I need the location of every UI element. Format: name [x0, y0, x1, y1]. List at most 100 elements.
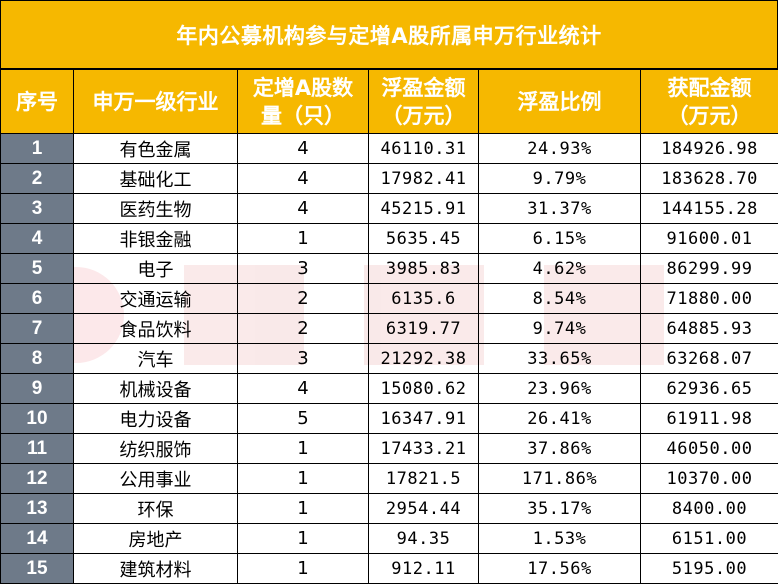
- header-index: 序号: [0, 69, 74, 134]
- industry-cell: 公用事业: [73, 463, 238, 494]
- ratio-cell: 35.17%: [478, 493, 641, 524]
- gain-cell: 6319.77: [368, 313, 479, 344]
- allocation-cell: 10370.00: [640, 463, 778, 494]
- allocation-cell: 6151.00: [640, 523, 778, 554]
- allocation-cell: 5195.00: [640, 553, 778, 584]
- row-index: 4: [0, 223, 74, 254]
- ratio-cell: 6.15%: [478, 223, 641, 254]
- row-index: 6: [0, 283, 74, 314]
- gain-cell: 17982.41: [368, 163, 479, 194]
- table-row: 2 基础化工 4 17982.41 9.79% 183628.70: [0, 163, 778, 194]
- industry-cell: 有色金属: [73, 133, 238, 164]
- header-ratio: 浮盈比例: [478, 69, 641, 134]
- gain-cell: 6135.6: [368, 283, 479, 314]
- header-allocation: 获配金额 （万元）: [640, 69, 778, 134]
- count-cell: 1: [237, 433, 369, 464]
- row-index: 8: [0, 343, 74, 374]
- table-row: 13 环保 1 2954.44 35.17% 8400.00: [0, 493, 778, 524]
- ratio-cell: 171.86%: [478, 463, 641, 494]
- table-row: 3 医药生物 4 45215.91 31.37% 144155.28: [0, 193, 778, 224]
- industry-cell: 非银金融: [73, 223, 238, 254]
- count-cell: 3: [237, 253, 369, 284]
- count-cell: 5: [237, 403, 369, 434]
- row-index: 15: [0, 553, 74, 584]
- table-row: 14 房地产 1 94.35 1.53% 6151.00: [0, 523, 778, 554]
- gain-cell: 45215.91: [368, 193, 479, 224]
- industry-cell: 电子: [73, 253, 238, 284]
- industry-cell: 纺织服饰: [73, 433, 238, 464]
- row-index: 11: [0, 433, 74, 464]
- count-cell: 2: [237, 313, 369, 344]
- industry-cell: 食品饮料: [73, 313, 238, 344]
- gain-cell: 21292.38: [368, 343, 479, 374]
- count-cell: 4: [237, 163, 369, 194]
- count-cell: 1: [237, 523, 369, 554]
- table-row: 15 建筑材料 1 912.11 17.56% 5195.00: [0, 553, 778, 584]
- row-index: 1: [0, 133, 74, 164]
- header-industry: 申万一级行业: [73, 69, 238, 134]
- gain-cell: 94.35: [368, 523, 479, 554]
- allocation-cell: 183628.70: [640, 163, 778, 194]
- table-title: 年内公募机构参与定增A股所属申万行业统计: [0, 0, 778, 69]
- table-row: 8 汽车 3 21292.38 33.65% 63268.07: [0, 343, 778, 374]
- header-gain: 浮盈金额 （万元）: [368, 69, 479, 134]
- gain-cell: 15080.62: [368, 373, 479, 404]
- gain-cell: 912.11: [368, 553, 479, 584]
- row-index: 7: [0, 313, 74, 344]
- gain-cell: 17821.5: [368, 463, 479, 494]
- table-row: 6 交通运输 2 6135.6 8.54% 71880.00: [0, 283, 778, 314]
- row-index: 12: [0, 463, 74, 494]
- count-cell: 1: [237, 553, 369, 584]
- row-index: 10: [0, 403, 74, 434]
- industry-cell: 汽车: [73, 343, 238, 374]
- allocation-cell: 71880.00: [640, 283, 778, 314]
- row-index: 2: [0, 163, 74, 194]
- industry-cell: 环保: [73, 493, 238, 524]
- allocation-cell: 86299.99: [640, 253, 778, 284]
- ratio-cell: 8.54%: [478, 283, 641, 314]
- industry-cell: 基础化工: [73, 163, 238, 194]
- industry-cell: 房地产: [73, 523, 238, 554]
- allocation-cell: 61911.98: [640, 403, 778, 434]
- ratio-cell: 26.41%: [478, 403, 641, 434]
- table-row: 12 公用事业 1 17821.5 171.86% 10370.00: [0, 463, 778, 494]
- count-cell: 4: [237, 133, 369, 164]
- ratio-cell: 31.37%: [478, 193, 641, 224]
- ratio-cell: 24.93%: [478, 133, 641, 164]
- header-row: 序号 申万一级行业 定增A股数 量（只） 浮盈金额 （万元） 浮盈比例 获配金额 （万…: [0, 69, 778, 134]
- allocation-cell: 184926.98: [640, 133, 778, 164]
- table-row: 11 纺织服饰 1 17433.21 37.86% 46050.00: [0, 433, 778, 464]
- table-row: 1 有色金属 4 46110.31 24.93% 184926.98: [0, 133, 778, 164]
- gain-cell: 3985.83: [368, 253, 479, 284]
- row-index: 13: [0, 493, 74, 524]
- count-cell: 1: [237, 463, 369, 494]
- industry-stats-table: 序号 申万一级行业 定增A股数 量（只） 浮盈金额 （万元） 浮盈比例 获配金额 （万…: [0, 69, 778, 584]
- count-cell: 4: [237, 373, 369, 404]
- allocation-cell: 63268.07: [640, 343, 778, 374]
- table-row: 5 电子 3 3985.83 4.62% 86299.99: [0, 253, 778, 284]
- table-row: 9 机械设备 4 15080.62 23.96% 62936.65: [0, 373, 778, 404]
- header-count: 定增A股数 量（只）: [237, 69, 369, 134]
- ratio-cell: 37.86%: [478, 433, 641, 464]
- industry-cell: 医药生物: [73, 193, 238, 224]
- count-cell: 3: [237, 343, 369, 374]
- count-cell: 1: [237, 223, 369, 254]
- allocation-cell: 62936.65: [640, 373, 778, 404]
- ratio-cell: 23.96%: [478, 373, 641, 404]
- allocation-cell: 144155.28: [640, 193, 778, 224]
- allocation-cell: 46050.00: [640, 433, 778, 464]
- gain-cell: 16347.91: [368, 403, 479, 434]
- row-index: 14: [0, 523, 74, 554]
- ratio-cell: 9.79%: [478, 163, 641, 194]
- row-index: 5: [0, 253, 74, 284]
- table-row: 4 非银金融 1 5635.45 6.15% 91600.01: [0, 223, 778, 254]
- allocation-cell: 91600.01: [640, 223, 778, 254]
- count-cell: 1: [237, 493, 369, 524]
- ratio-cell: 9.74%: [478, 313, 641, 344]
- industry-cell: 机械设备: [73, 373, 238, 404]
- gain-cell: 46110.31: [368, 133, 479, 164]
- table-row: 10 电力设备 5 16347.91 26.41% 61911.98: [0, 403, 778, 434]
- table-body: 1 有色金属 4 46110.31 24.93% 184926.98 2 基础化工 4 17982…: [0, 133, 778, 584]
- allocation-cell: 8400.00: [640, 493, 778, 524]
- gain-cell: 17433.21: [368, 433, 479, 464]
